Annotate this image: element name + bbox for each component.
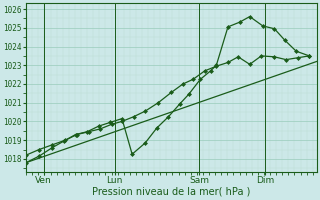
X-axis label: Pression niveau de la mer( hPa ): Pression niveau de la mer( hPa ) <box>92 187 251 197</box>
